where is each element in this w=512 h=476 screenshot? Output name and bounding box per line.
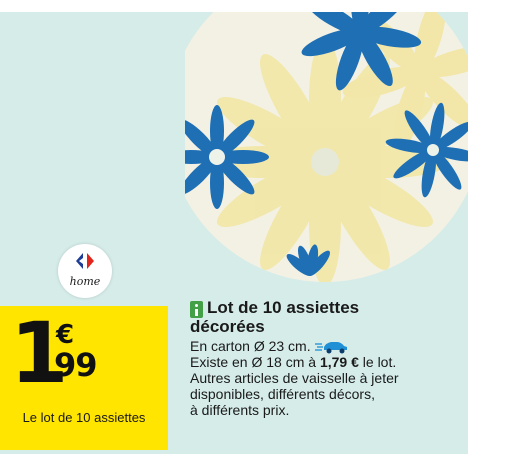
desc-line1-text: En carton Ø 23 cm. bbox=[190, 338, 311, 354]
desc-line2: Existe en Ø 18 cm à 1,79 € le lot. bbox=[190, 354, 460, 370]
delivery-car-icon bbox=[314, 342, 347, 354]
product-title-line1: Lot de 10 assiettes bbox=[207, 298, 360, 317]
product-title-row: Lot de 10 assiettes bbox=[190, 299, 460, 318]
price-caption: Le lot de 10 assiettes bbox=[22, 410, 146, 425]
price-tag: 1 € 99 Le lot de 10 assiettes bbox=[0, 304, 168, 450]
price-currency: € bbox=[56, 320, 75, 350]
product-title-line2: décorées bbox=[190, 317, 265, 336]
carrefour-logo-icon bbox=[76, 253, 94, 269]
product-title-cont: décorées bbox=[190, 318, 460, 336]
desc-line5: à différents prix. bbox=[190, 402, 290, 419]
variant-price: 1,79 € bbox=[319, 354, 359, 371]
desc-line4: disponibles, différents décors, bbox=[190, 386, 375, 403]
desc-line1: En carton Ø 23 cm. bbox=[190, 338, 460, 354]
blue-flower bbox=[185, 105, 269, 209]
desc-line3: Autres articles de vaisselle à jeter bbox=[190, 370, 399, 387]
product-description: En carton Ø 23 cm. Existe en Ø 18 cm à 1… bbox=[190, 338, 460, 418]
info-icon bbox=[190, 301, 203, 318]
price-decimals: 99 bbox=[54, 346, 98, 384]
product-card: home 1 € 99 Le lot de 10 assiettes Lot d… bbox=[0, 12, 468, 454]
desc-line2-prefix: Existe en Ø 18 cm à bbox=[190, 354, 320, 371]
product-image bbox=[185, 12, 468, 302]
brand-badge: home bbox=[58, 244, 112, 298]
product-title: Lot de 10 assiettes bbox=[207, 299, 359, 317]
brand-name: home bbox=[69, 275, 101, 288]
price-integer: 1 bbox=[10, 304, 69, 402]
desc-line2-suffix: le lot. bbox=[358, 354, 397, 371]
product-info: Lot de 10 assiettes décorées En carton Ø… bbox=[190, 299, 460, 418]
